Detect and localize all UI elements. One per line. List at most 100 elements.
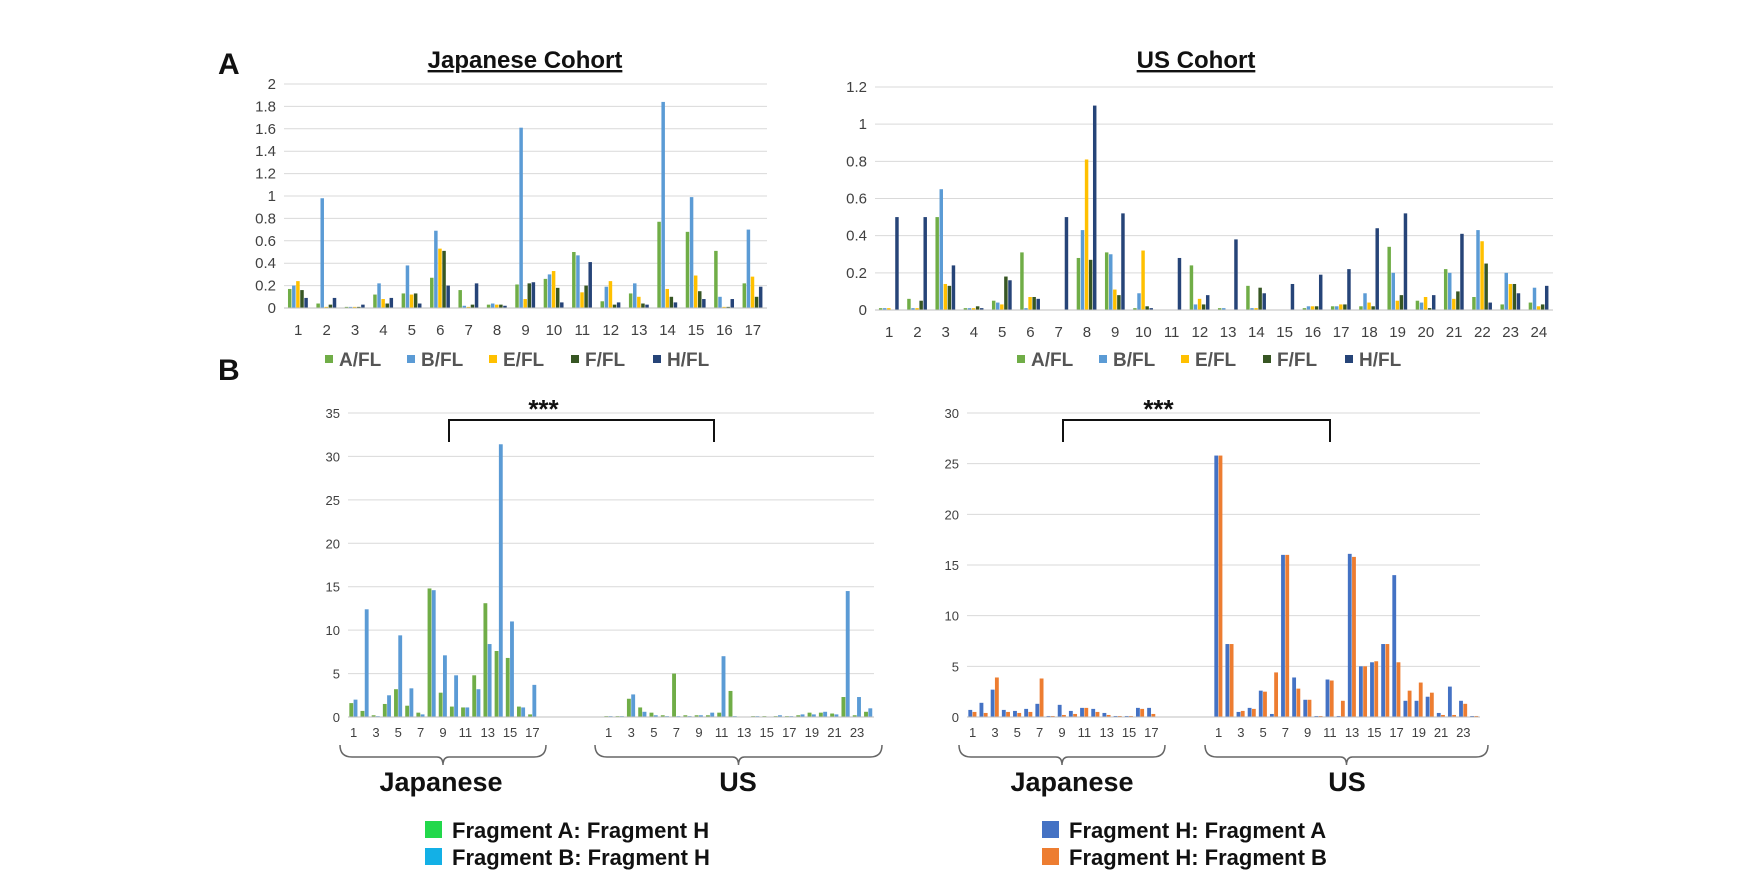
x-tick-label: 10 (1135, 324, 1152, 341)
bar-series-1 (1113, 715, 1118, 717)
legend-swatch (325, 355, 333, 363)
bar-e-fl (1310, 306, 1315, 310)
bar-f-fl (1117, 295, 1121, 310)
bar-series-2 (834, 714, 839, 717)
group-label: Japanese (379, 767, 502, 797)
bar-series-1 (1459, 700, 1463, 717)
bar-a-fl (1189, 265, 1194, 310)
x-tick-label: 12 (1192, 324, 1209, 341)
x-tick-label: 10 (546, 322, 563, 339)
bar-a-fl (963, 308, 968, 310)
bar-a-fl (1020, 252, 1024, 310)
bar-f-fl (584, 285, 588, 308)
bar-b-fl (1335, 306, 1339, 310)
x-tick-label: 1 (350, 725, 357, 740)
bar-a-fl (287, 288, 292, 308)
bar-f-fl (1343, 304, 1347, 310)
x-tick-label: 1 (885, 324, 893, 341)
bar-a-fl (1387, 246, 1391, 310)
bar-series-1 (830, 713, 835, 717)
bar-b-fl (1193, 304, 1198, 310)
bar-b-fl (746, 229, 751, 308)
x-tick-label: 21 (1434, 725, 1448, 740)
bar-series-1 (638, 707, 643, 717)
bar-a-fl (1330, 306, 1335, 310)
x-tick-label: 4 (379, 322, 387, 339)
bar-h-fl (1008, 280, 1012, 310)
bar-series-1 (979, 702, 984, 717)
bar-a-fl (714, 250, 718, 308)
bar-series-2 (1117, 715, 1122, 717)
legend-swatch (1345, 355, 1353, 363)
bar-h-fl (389, 297, 394, 308)
bar-h-fl (531, 282, 536, 308)
x-tick-label: 15 (759, 725, 773, 740)
bar-e-fl (409, 294, 414, 308)
bar-h-fl (560, 302, 564, 308)
y-tick-label: 5 (333, 667, 340, 682)
bar-a-fl (486, 304, 491, 308)
bar-series-1 (818, 712, 823, 717)
y-tick-label: 10 (945, 609, 959, 624)
x-tick-label: 17 (1144, 725, 1158, 740)
bar-h-fl (1318, 274, 1323, 310)
y-tick-label: 0.6 (255, 233, 276, 250)
x-tick-label: 11 (575, 322, 591, 339)
bar-series-2 (1050, 715, 1055, 717)
group-brace (958, 744, 1166, 766)
bar-h-fl (673, 302, 678, 308)
significance-label: *** (528, 394, 559, 424)
bar-series-2 (710, 712, 715, 717)
bar-series-1 (382, 703, 387, 717)
bar-b-fl (689, 197, 694, 308)
bar-series-1 (1013, 710, 1017, 717)
y-tick-label: 0.6 (846, 191, 867, 208)
y-tick-label: 15 (326, 580, 340, 595)
bar-series-1 (1080, 707, 1084, 717)
y-tick-label: 1.2 (846, 79, 867, 96)
y-tick-label: 20 (945, 507, 959, 522)
x-tick-label: 11 (1164, 324, 1180, 341)
bar-b-fl (718, 296, 722, 308)
bar-series-2 (409, 688, 414, 717)
bar-series-2 (1151, 713, 1156, 717)
x-tick-label: 3 (1237, 725, 1244, 740)
bar-b-fl (911, 308, 915, 310)
y-tick-label: 1.6 (255, 121, 276, 138)
bar-h-fl (1149, 308, 1153, 310)
x-tick-label: 2 (913, 324, 921, 341)
y-tick-label: 15 (945, 558, 959, 573)
bar-e-fl (1339, 304, 1343, 310)
bar-h-fl (1234, 239, 1238, 310)
bar-h-fl (1036, 298, 1040, 310)
bar-series-1 (1258, 690, 1263, 717)
bar-series-2 (1296, 688, 1301, 717)
y-tick-label: 0 (859, 302, 867, 319)
bar-series-2 (1129, 715, 1133, 717)
bar-a-fl (1246, 285, 1250, 310)
legend-swatch (1263, 355, 1271, 363)
x-tick-label: 1 (605, 725, 612, 740)
x-tick-label: 15 (503, 725, 517, 740)
bar-f-fl (385, 303, 389, 308)
x-tick-label: 3 (941, 324, 949, 341)
legend-item: A/FL (325, 350, 382, 371)
bar-series-2 (868, 708, 873, 717)
x-tick-label: 13 (1345, 725, 1359, 740)
group-brace (1204, 744, 1489, 766)
legend-item: Fragment H: Fragment B (1042, 845, 1327, 870)
bar-series-2 (1285, 554, 1290, 717)
bar-f-fl (1201, 304, 1206, 310)
legend-item: A/FL (1017, 350, 1074, 371)
bar-h-fl (1121, 213, 1125, 310)
bar-a-fl (344, 306, 349, 308)
bar-a-fl (572, 252, 576, 308)
legend-label: F/FL (1277, 350, 1317, 371)
bar-series-2 (1452, 714, 1457, 717)
bar-b-fl (1419, 302, 1424, 310)
bar-a-fl (1217, 308, 1222, 310)
bar-f-fl (669, 296, 674, 308)
bar-series-2 (1263, 691, 1267, 717)
